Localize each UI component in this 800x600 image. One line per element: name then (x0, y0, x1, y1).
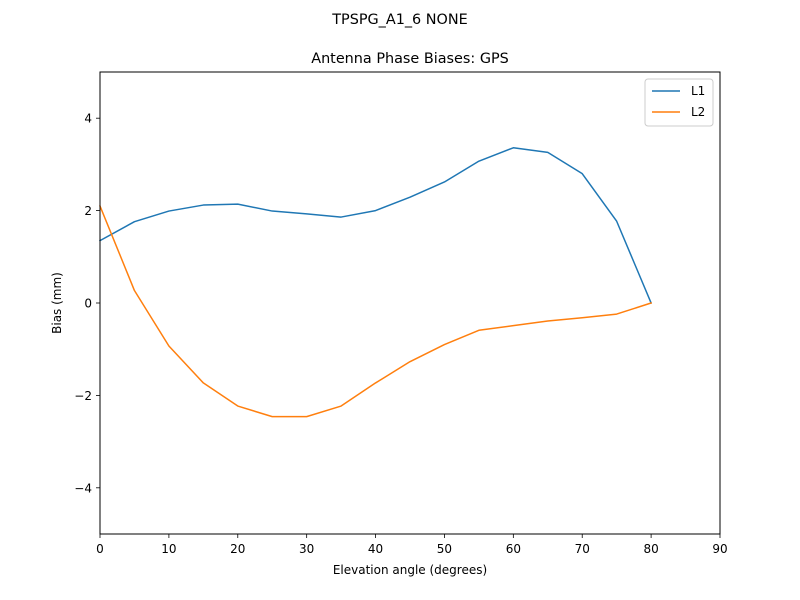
x-tick-label: 50 (437, 542, 452, 556)
y-tick-label: 4 (84, 112, 92, 126)
chart-title: Antenna Phase Biases: GPS (311, 51, 509, 67)
x-axis-label: Elevation angle (degrees) (333, 563, 487, 577)
y-axis: −4 −2 0 2 4 (74, 112, 100, 495)
series-line-l2 (99, 205, 653, 418)
legend-label-l1: L1 (691, 84, 705, 98)
y-axis-label: Bias (mm) (50, 272, 64, 334)
plot-frame (99, 71, 721, 535)
y-tick-label: 2 (84, 204, 92, 218)
x-tick-label: 80 (643, 542, 658, 556)
legend: L1 L2 (644, 78, 714, 127)
x-tick-label: 70 (575, 542, 590, 556)
x-tick-label: 60 (506, 542, 521, 556)
y-tick-label: 0 (84, 297, 92, 311)
y-tick-label: −4 (74, 481, 92, 495)
x-tick-label: 40 (368, 542, 383, 556)
y-tick-label: −2 (74, 389, 92, 403)
legend-label-l2: L2 (691, 105, 705, 119)
figure-suptitle: TPSPG_A1_6 NONE (331, 12, 468, 28)
series-layer (98, 147, 653, 418)
x-tick-label: 10 (161, 542, 176, 556)
series-line-l1 (98, 147, 653, 304)
x-axis: 0 10 20 30 40 50 60 70 80 90 (96, 534, 728, 556)
x-tick-label: 30 (299, 542, 314, 556)
x-tick-label: 90 (712, 542, 727, 556)
x-tick-label: 20 (230, 542, 245, 556)
x-tick-label: 0 (96, 542, 104, 556)
